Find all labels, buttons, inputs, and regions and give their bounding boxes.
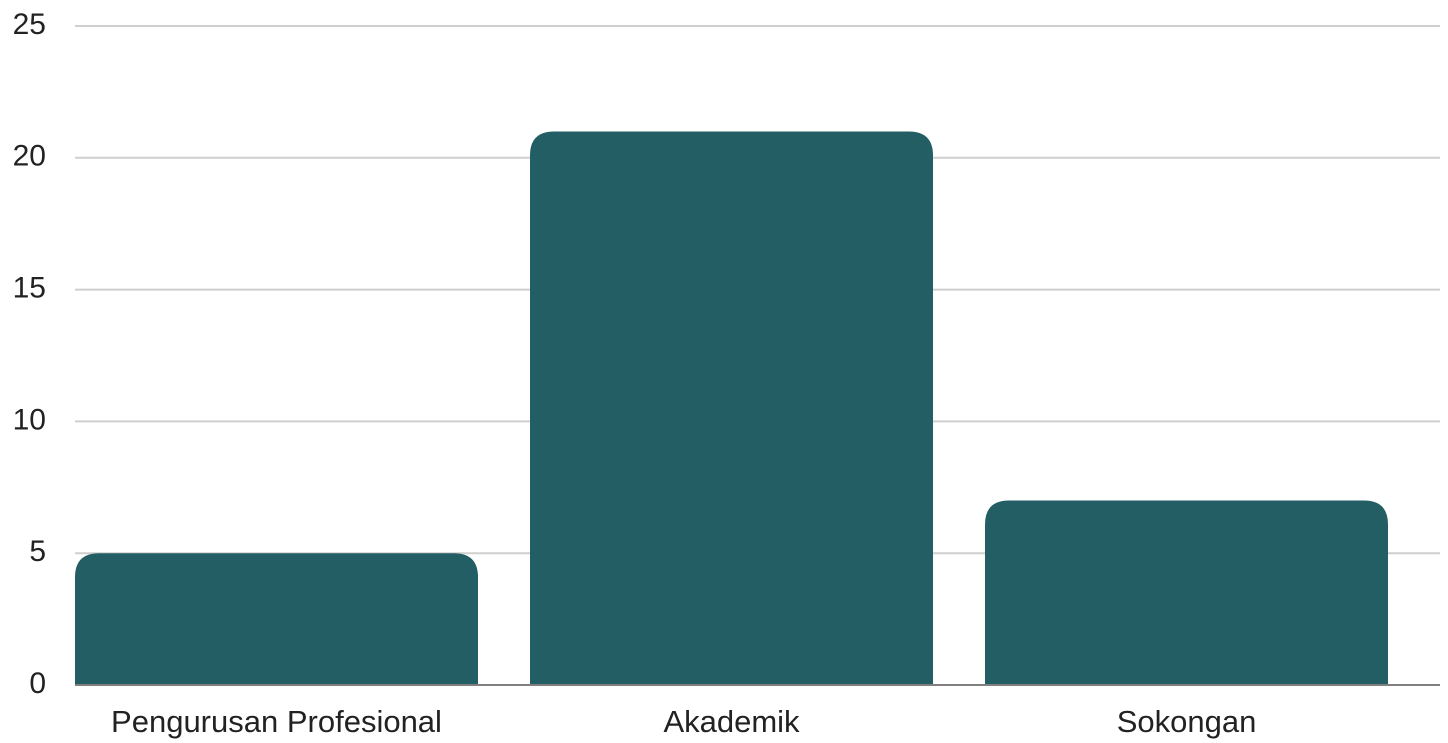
x-axis-ticks: Pengurusan Profesional Akademik Sokongan	[111, 704, 1256, 739]
bar-pengurusan-profesional	[75, 553, 478, 685]
bar-akademik	[530, 131, 933, 685]
y-axis-ticks: 0 5 10 15 20 25	[13, 8, 46, 700]
x-tick-label: Akademik	[663, 704, 800, 739]
bar-sokongan	[985, 500, 1388, 685]
x-tick-label: Pengurusan Profesional	[111, 704, 442, 739]
bars	[75, 131, 1388, 685]
y-tick-label: 20	[13, 140, 46, 173]
y-tick-label: 25	[13, 8, 46, 41]
y-tick-label: 10	[13, 403, 46, 436]
y-tick-label: 5	[29, 535, 46, 568]
y-tick-label: 15	[13, 272, 46, 305]
x-tick-label: Sokongan	[1117, 704, 1257, 739]
y-tick-label: 0	[29, 667, 46, 700]
